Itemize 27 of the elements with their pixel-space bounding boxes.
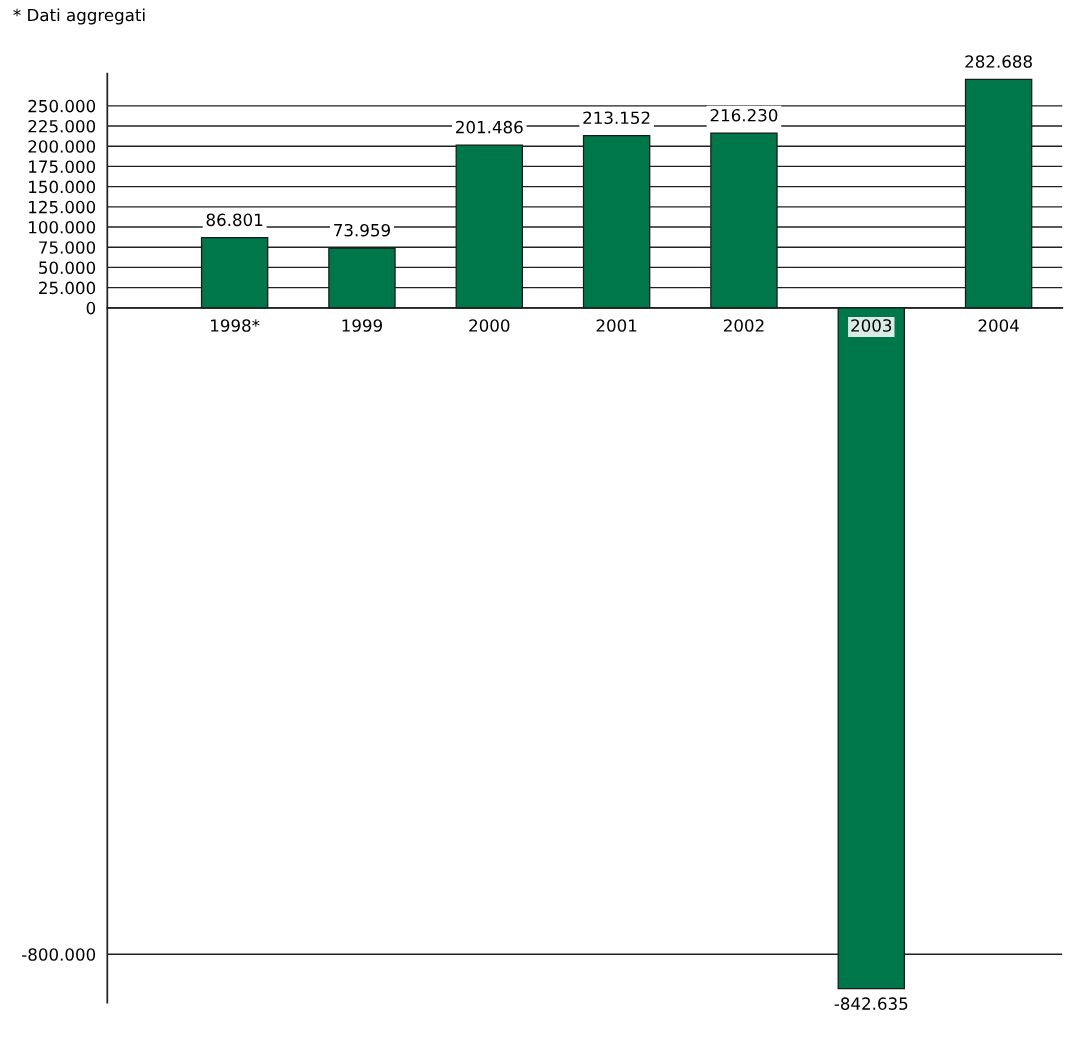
y-tick-label: 175.000 [29,160,96,173]
data-label: 282.688 [965,55,1032,68]
x-tick-label: 2003 [851,319,892,332]
y-tick-label: 100.000 [29,220,96,234]
data-label: 73.959 [334,223,390,237]
y-tick-label: 0 [86,301,96,315]
data-label: 213.152 [583,111,650,125]
y-tick-label: 50.000 [39,261,96,274]
y-tick-label: 250.000 [28,99,96,113]
x-tick-label: 1998* [211,319,260,332]
data-label: -842.635 [834,997,908,1010]
data-label: 216.230 [710,108,778,122]
x-tick-label: 2001 [596,319,637,332]
y-tick-label: 75.000 [39,241,96,254]
data-label: 201.486 [456,120,523,134]
y-tick-label: 200.000 [28,140,96,153]
y-tick-label: 225.000 [28,119,96,133]
y-tick-label: 25.000 [39,281,96,295]
y-tick-label: 150.000 [29,180,96,194]
text: * Dati aggregati [13,8,145,25]
x-tick-label: 2000 [469,319,510,332]
x-tick-label: 2002 [723,319,764,332]
y-tick-label: -800.000 [22,948,96,961]
data-label: 86.801 [206,213,263,227]
x-tick-label: 2004 [978,319,1019,332]
y-tick-label: 125.000 [29,200,96,214]
x-tick-label: 1999 [342,319,382,332]
